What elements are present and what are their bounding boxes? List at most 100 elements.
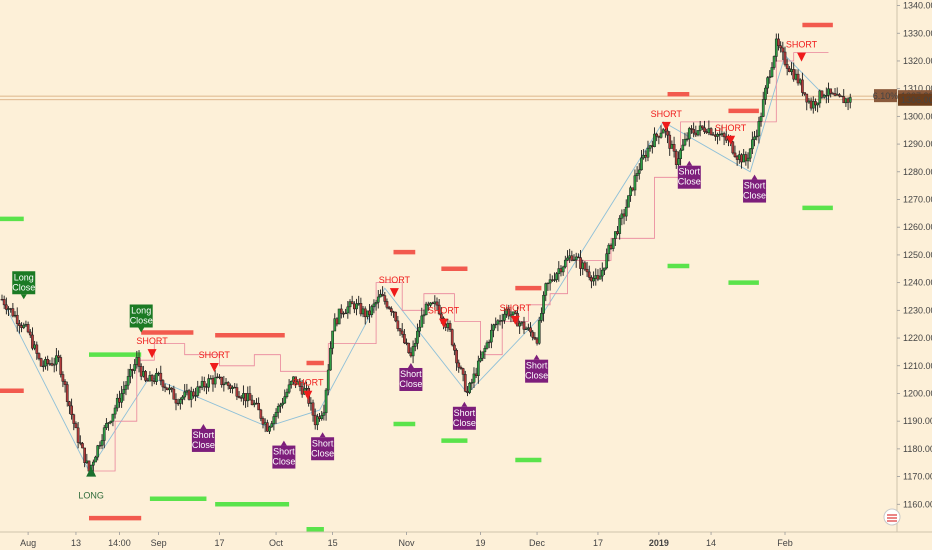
candle-body — [72, 414, 76, 424]
candle-body — [237, 395, 241, 398]
candle-body — [476, 360, 480, 376]
short-signal[interactable]: SHORT — [715, 123, 747, 145]
price-tick-label: 1270.00 — [903, 195, 932, 205]
candle-body — [322, 412, 326, 416]
short-signal[interactable]: SHORT — [651, 109, 683, 131]
candle-body — [161, 380, 165, 388]
candle-body — [448, 323, 452, 330]
candle-body — [192, 391, 195, 397]
candle-body — [548, 279, 552, 284]
candle-body — [229, 385, 232, 389]
candle-body — [479, 357, 482, 362]
candle-body — [522, 321, 526, 330]
candle-body — [344, 312, 347, 315]
candle-body — [35, 344, 39, 354]
candle-body — [285, 391, 289, 397]
long-signal[interactable]: LONG — [78, 466, 104, 501]
short-signal[interactable]: SHORT — [292, 378, 324, 400]
short-signal[interactable]: SHORT — [379, 275, 411, 298]
candle-body — [252, 402, 256, 406]
candle-body — [353, 303, 356, 310]
candle-body — [279, 404, 282, 407]
settings-icon[interactable] — [883, 508, 901, 526]
short-signal[interactable]: SHORT — [428, 306, 460, 328]
callout-box — [191, 428, 215, 452]
candle-body — [492, 324, 495, 331]
candle-body — [735, 156, 739, 160]
candle-body — [524, 328, 528, 330]
candle-body — [263, 422, 267, 425]
candle-body — [9, 308, 13, 310]
short-label: SHORT — [136, 336, 168, 346]
candle-body — [78, 442, 82, 444]
candle-body — [326, 369, 330, 391]
candle-body — [128, 369, 132, 377]
short-signal[interactable]: SHORT — [199, 350, 231, 372]
candle-body — [550, 279, 554, 281]
candle-body — [798, 79, 802, 84]
candle-body — [122, 389, 126, 394]
price-axis[interactable]: 1160.00 1170.00 1180.00 1190.00 1200.00 1210.… — [897, 1, 932, 510]
candle-body — [13, 314, 17, 317]
candle-body — [337, 308, 341, 325]
time-tick-label: Oct — [269, 538, 284, 548]
time-tick-label: 14 — [706, 538, 716, 548]
candle-body — [714, 134, 717, 137]
callout-pointer-icon — [461, 401, 468, 407]
short-arrow-icon — [726, 135, 736, 145]
short-arrow-icon — [389, 288, 399, 298]
candle-body — [698, 125, 702, 131]
candle-body — [616, 231, 619, 234]
candle-body — [294, 376, 297, 385]
callout-label: Close — [272, 457, 295, 467]
price-tick-label: 1240.00 — [903, 278, 932, 288]
callout-label: Close — [678, 177, 701, 187]
candle-body — [59, 357, 63, 375]
price-badge-text: 1306.00 — [901, 95, 932, 105]
candle-body — [846, 98, 850, 103]
candle-body — [574, 256, 578, 261]
candle-body — [677, 158, 680, 165]
candle-body — [424, 303, 428, 316]
candle-body — [801, 79, 804, 93]
candle-body — [527, 327, 530, 330]
candle-body — [187, 390, 191, 400]
candle-body — [485, 342, 489, 349]
candle-body — [487, 341, 491, 344]
candle-body — [518, 322, 521, 327]
candle-body — [605, 253, 608, 269]
candle-body — [679, 149, 682, 159]
candle-body — [579, 257, 582, 269]
candle-body — [394, 311, 398, 322]
candle-body — [213, 377, 217, 385]
candle-body — [368, 310, 371, 315]
candle-body — [105, 423, 108, 429]
candle-body — [803, 92, 806, 95]
candle-body — [28, 331, 32, 336]
callout-label: Close — [453, 418, 476, 428]
candle-body — [468, 383, 471, 393]
short-signal[interactable]: SHORT — [786, 40, 818, 62]
short-signal[interactable]: SHORT — [500, 303, 532, 325]
candle-body — [205, 386, 208, 388]
candle-body — [494, 323, 498, 326]
time-axis[interactable]: Aug 13 14:00 Sep 17 Oct 15 Nov 19 Dec 17 2019 14 Feb — [20, 532, 793, 548]
candle-body — [392, 311, 395, 313]
short-label: SHORT — [292, 378, 324, 388]
short-signal[interactable]: SHORT — [136, 336, 168, 359]
candle-body — [737, 154, 741, 160]
candle-body — [181, 396, 184, 400]
